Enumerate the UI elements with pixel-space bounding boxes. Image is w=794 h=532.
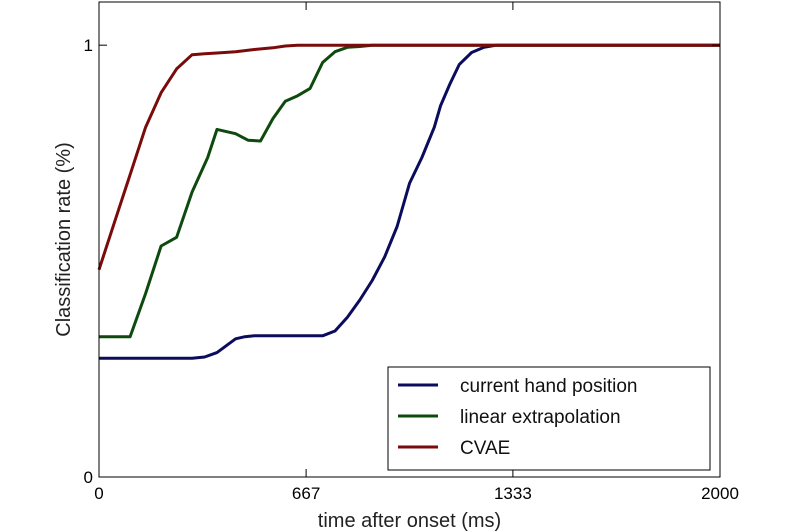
legend: current hand position linear extrapolatio… [387,366,711,471]
x-tick-label: 1333 [494,484,532,503]
legend-box [387,366,711,471]
plot-frame [98,1,721,478]
axis-ticks: 0 667 1333 2000 0 1 [84,2,739,503]
x-axis-label: time after onset (ms) [318,510,501,532]
legend-label-1: linear extrapolation [460,407,621,428]
y-tick-label: 0 [84,468,93,487]
x-tick-label: 2000 [701,484,739,503]
y-tick-label: 1 [84,36,93,55]
x-tick-label: 667 [292,484,320,503]
series-line-2 [97,43,720,271]
series-line-0 [99,43,720,360]
x-tick-label: 0 [94,484,103,503]
legend-label-2: CVAE [460,438,510,459]
series-line-1 [99,43,720,339]
legend-label-0: current hand position [460,376,637,397]
series-lines [97,43,720,360]
y-axis-label: Classification rate (%) [53,142,75,337]
